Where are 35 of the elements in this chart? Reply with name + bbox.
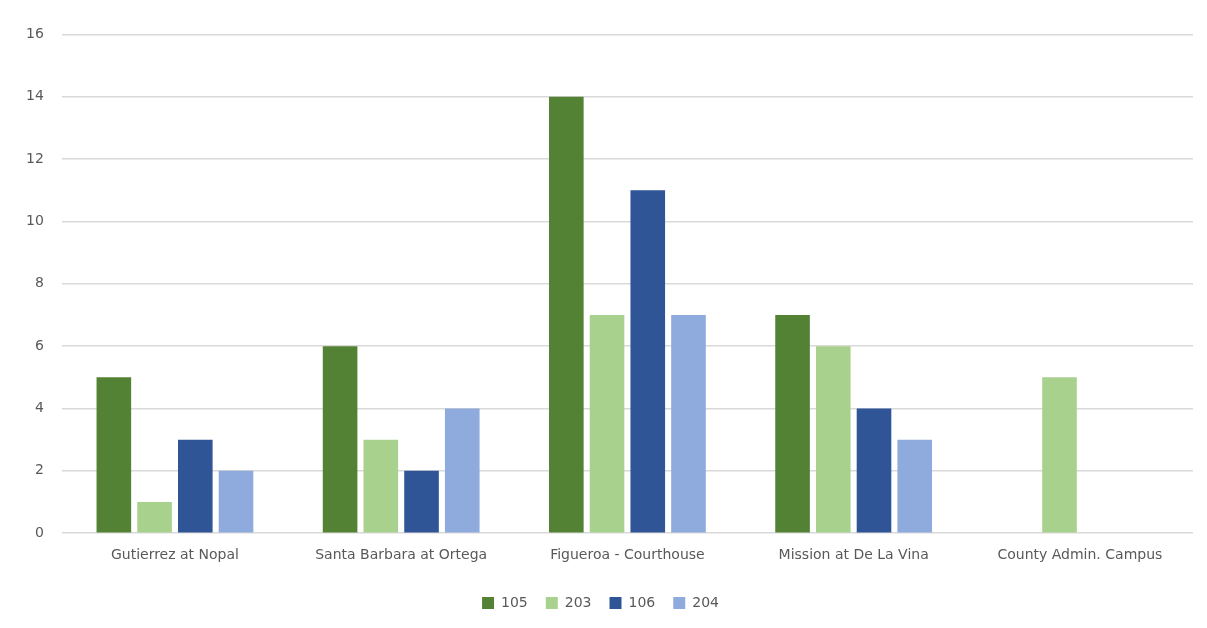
legend-label: 203 [564, 593, 592, 610]
bar [404, 470, 439, 533]
x-tick-label: Gutierrez at Nopal [110, 546, 239, 563]
bar [177, 439, 213, 533]
y-tick-label: 12 [25, 149, 44, 166]
y-tick-label: 2 [34, 461, 44, 478]
legend-label: 204 [692, 593, 720, 610]
x-tick-label: Santa Barbara at Ortega [315, 546, 488, 563]
bar [671, 314, 706, 533]
bar [549, 96, 584, 533]
bar [444, 408, 480, 533]
bar [815, 346, 851, 533]
y-tick-label: 14 [25, 87, 44, 104]
bar [363, 439, 399, 533]
legend-label: 106 [628, 593, 656, 610]
bar [897, 439, 933, 533]
bar [856, 408, 892, 533]
bar [322, 346, 358, 533]
x-tick-label: Figueroa - Courthouse [550, 546, 705, 563]
bar [630, 190, 666, 533]
bar [218, 470, 254, 533]
y-tick-label: 0 [34, 523, 44, 540]
bar [1042, 377, 1077, 533]
y-tick-label: 16 [25, 25, 44, 42]
y-tick-label: 6 [34, 336, 44, 353]
bar [775, 314, 810, 533]
bar [589, 314, 625, 533]
y-tick-label: 10 [25, 212, 44, 229]
x-tick-label: Mission at De La Vina [778, 546, 929, 563]
y-tick-label: 4 [34, 399, 44, 416]
x-tick-label: County Admin. Campus [997, 546, 1163, 563]
bar [137, 502, 172, 533]
bar [96, 377, 132, 533]
y-tick-label: 8 [34, 274, 44, 291]
legend-label: 105 [501, 593, 528, 610]
